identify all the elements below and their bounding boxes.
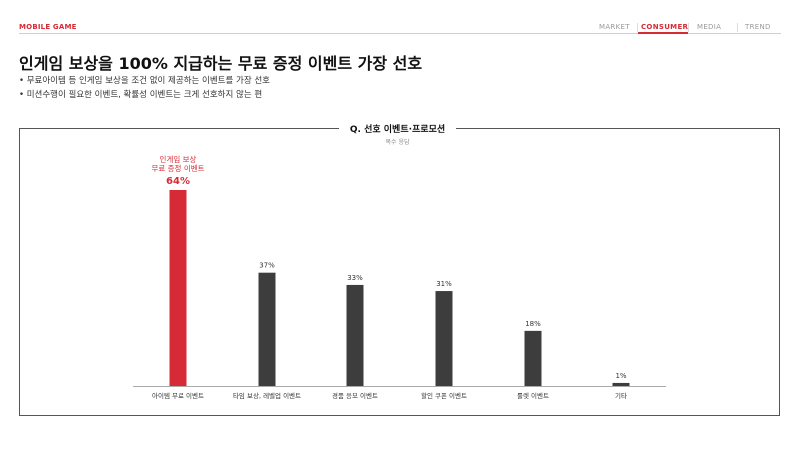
page-title: 인게임 보상을 100% 지급하는 무료 증정 이벤트 가장 선호 <box>19 54 423 73</box>
bar <box>524 330 542 386</box>
bar <box>346 284 364 386</box>
category-label: 타임 보상, 레벨업 이벤트 <box>233 391 301 400</box>
chart-frame-top-left <box>19 128 339 129</box>
top-divider <box>19 33 781 34</box>
nav-item-trend[interactable]: TREND <box>745 23 771 31</box>
nav-separator <box>688 23 689 32</box>
nav-separator <box>637 23 638 32</box>
highlight-annotation: 무료 증정 이벤트 <box>151 163 204 173</box>
nav-item-media[interactable]: MEDIA <box>697 23 722 31</box>
category-label: 아이템 무료 이벤트 <box>152 391 204 400</box>
category-label: 룰렛 이벤트 <box>517 391 549 400</box>
data-label: 31% <box>436 280 452 288</box>
category-label: 경품 응모 이벤트 <box>332 391 378 400</box>
top-bar: MOBILE GAME MARKET CONSUMER MEDIA TREND <box>0 0 800 34</box>
nav-separator <box>737 23 738 32</box>
bar <box>612 382 630 386</box>
brand-label: MOBILE GAME <box>19 23 77 31</box>
data-label: 64% <box>166 176 190 187</box>
data-label: 18% <box>525 320 541 328</box>
bar <box>435 291 453 386</box>
data-label: 1% <box>615 372 626 380</box>
chart-note: 복수 응답 <box>385 139 410 146</box>
chart-frame-top-right <box>456 128 780 129</box>
chart-frame <box>19 128 780 416</box>
nav-item-consumer[interactable]: CONSUMER <box>641 23 689 31</box>
data-label: 37% <box>259 262 275 270</box>
nav-item-market[interactable]: MARKET <box>599 23 630 31</box>
chart-question: Q. 선호 이벤트·프로모션 <box>349 125 446 135</box>
nav-active-indicator <box>638 32 688 34</box>
category-label: 기타 <box>615 391 627 400</box>
highlight-annotation: 인게임 보상 <box>160 154 197 164</box>
bullet-point: • 미션수행이 필요한 이벤트, 확률성 이벤트는 크게 선호하지 않는 편 <box>19 90 263 100</box>
bullet-point: • 무료아이템 등 인게임 보상을 조건 없이 제공하는 이벤트를 가장 선호 <box>19 76 270 86</box>
bar <box>258 272 276 386</box>
category-label: 할인 쿠폰 이벤트 <box>421 391 467 400</box>
bar <box>169 190 187 386</box>
data-label: 33% <box>347 274 363 282</box>
